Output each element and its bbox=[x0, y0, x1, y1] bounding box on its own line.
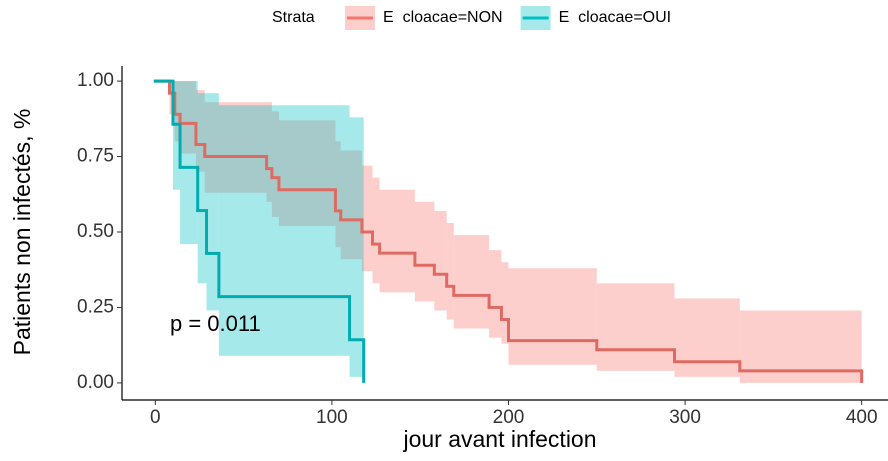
confidence-band bbox=[174, 81, 181, 142]
confidence-band bbox=[596, 283, 675, 371]
confidence-band bbox=[206, 93, 219, 311]
confidence-band bbox=[501, 262, 509, 344]
legend-title: Strata bbox=[272, 9, 315, 26]
y-tick-label: 0.00 bbox=[77, 372, 114, 393]
annotation: p = 0.011 bbox=[170, 311, 261, 336]
x-tick-label: 0 bbox=[150, 407, 161, 428]
y-tick-label: 0.75 bbox=[77, 146, 114, 167]
confidence-band bbox=[218, 105, 350, 356]
y-tick-label: 0.50 bbox=[77, 221, 114, 242]
confidence-band bbox=[489, 250, 502, 338]
confidence-band bbox=[271, 111, 279, 217]
lines bbox=[153, 79, 864, 383]
bands bbox=[169, 81, 862, 383]
confidence-band bbox=[361, 165, 373, 272]
confidence-band bbox=[349, 117, 364, 377]
confidence-band bbox=[204, 102, 267, 193]
y-tick-label: 1.00 bbox=[77, 70, 114, 91]
confidence-band bbox=[335, 141, 341, 248]
confidence-band bbox=[446, 222, 454, 320]
confidence-band bbox=[414, 201, 435, 302]
confidence-band bbox=[674, 298, 740, 377]
confidence-band bbox=[434, 210, 447, 311]
x-tick-label: 100 bbox=[316, 407, 348, 428]
confidence-band bbox=[197, 93, 207, 284]
legend-label: E cloacae=OUI bbox=[559, 9, 672, 26]
legend-label: E cloacae=NON bbox=[383, 9, 503, 26]
confidence-band bbox=[453, 235, 490, 329]
confidence-band bbox=[172, 81, 181, 190]
confidence-band bbox=[278, 120, 336, 226]
x-tick-label: 300 bbox=[669, 407, 701, 428]
confidence-band bbox=[508, 268, 597, 365]
x-tick-label: 400 bbox=[846, 407, 878, 428]
confidence-band bbox=[372, 177, 380, 284]
y-axis-title: Patients non infectés, % bbox=[9, 109, 35, 356]
confidence-band bbox=[266, 102, 272, 202]
x-tick-label: 200 bbox=[493, 407, 525, 428]
confidence-band bbox=[379, 189, 415, 293]
confidence-band bbox=[180, 81, 196, 154]
x-axis-title: jour avant infection bbox=[402, 426, 596, 452]
confidence-band bbox=[340, 150, 362, 260]
confidence-band bbox=[195, 90, 205, 172]
confidence-band bbox=[180, 81, 198, 245]
y-tick-label: 0.25 bbox=[77, 296, 114, 317]
